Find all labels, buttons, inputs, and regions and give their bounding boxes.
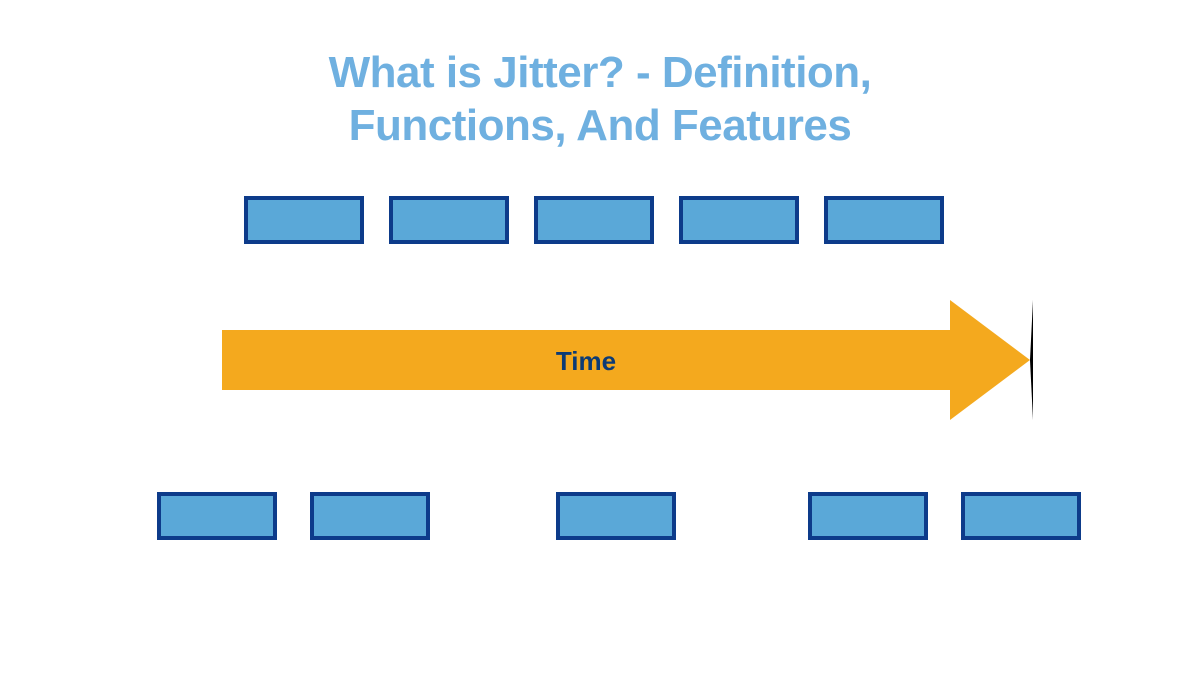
packet-bottom-2 [310, 492, 430, 540]
title-line-2: Functions, And Features [0, 101, 1200, 151]
title-line-1: What is Jitter? - Definition, [0, 48, 1200, 98]
packet-bottom-3 [556, 492, 676, 540]
time-arrow-label: Time [222, 346, 950, 377]
packet-top-2 [389, 196, 509, 244]
diagram-canvas: What is Jitter? - Definition, Functions,… [0, 0, 1200, 675]
packet-bottom-1 [157, 492, 277, 540]
packet-bottom-5 [961, 492, 1081, 540]
packet-bottom-4 [808, 492, 928, 540]
packet-top-1 [244, 196, 364, 244]
time-arrow-head [950, 300, 1033, 420]
packet-top-3 [534, 196, 654, 244]
packet-top-5 [824, 196, 944, 244]
packet-top-4 [679, 196, 799, 244]
